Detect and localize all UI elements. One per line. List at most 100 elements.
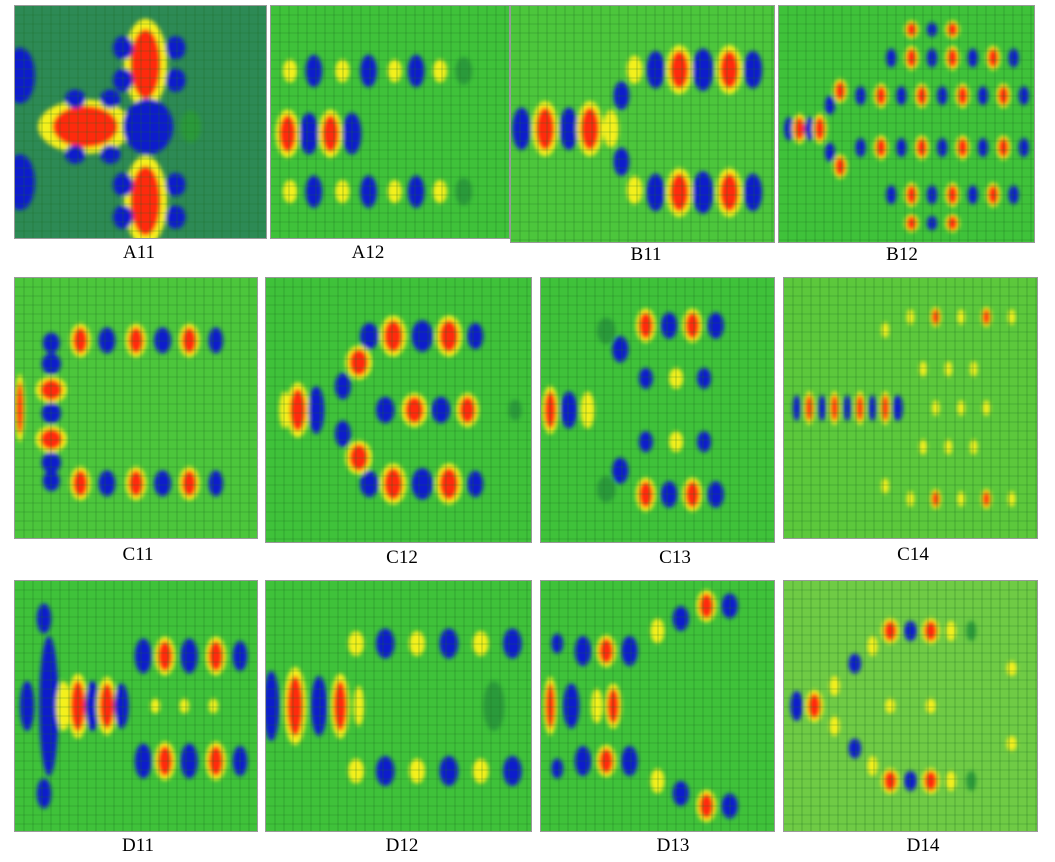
field-peak xyxy=(459,396,476,424)
field-trough xyxy=(612,336,629,363)
field-spot xyxy=(387,59,402,83)
panel-a12 xyxy=(270,5,510,239)
field-peak xyxy=(128,327,144,354)
field-spot xyxy=(944,439,953,455)
field-trough xyxy=(697,367,712,389)
field-trough xyxy=(98,327,116,354)
field-map xyxy=(266,581,531,831)
field-spot xyxy=(208,698,219,714)
field-trough xyxy=(574,636,592,666)
field-spot xyxy=(353,686,365,726)
field-peak xyxy=(130,166,161,236)
field-spot xyxy=(945,771,957,791)
field-peak xyxy=(875,138,887,158)
panel-label-c12: C12 xyxy=(386,547,418,568)
field-spot xyxy=(409,758,425,784)
field-spot xyxy=(179,698,190,714)
field-peak xyxy=(181,327,197,354)
field-peak xyxy=(670,173,689,212)
field-trough xyxy=(360,470,379,498)
field-spot xyxy=(650,618,665,644)
field-map xyxy=(15,278,257,538)
field-peak xyxy=(808,693,821,719)
field-trough xyxy=(818,395,826,421)
field-map xyxy=(15,581,257,831)
field-trough xyxy=(467,322,484,350)
field-spot xyxy=(881,322,889,338)
mesh-grid xyxy=(511,6,774,242)
field-spot xyxy=(885,698,896,714)
field-trough xyxy=(431,396,451,424)
field-spot xyxy=(919,361,927,377)
field-peak xyxy=(906,22,917,37)
field-spot xyxy=(969,439,978,455)
field-spot xyxy=(387,180,402,204)
mesh-grid xyxy=(779,6,1034,242)
field-spot xyxy=(1006,661,1017,676)
field-spot xyxy=(966,771,977,791)
field-trough xyxy=(896,86,907,106)
field-peak xyxy=(405,396,424,424)
field-spot xyxy=(881,478,889,494)
field-trough xyxy=(560,391,578,429)
panel-label-c14: C14 xyxy=(897,544,929,565)
mesh-grid xyxy=(266,581,531,831)
field-map xyxy=(541,278,774,542)
field-trough xyxy=(977,138,989,158)
field-map xyxy=(784,278,1037,538)
field-spot xyxy=(591,688,603,724)
field-trough xyxy=(613,81,630,110)
field-spot xyxy=(906,309,915,325)
field-trough xyxy=(792,395,801,421)
field-trough xyxy=(15,47,36,104)
field-spot xyxy=(919,439,927,455)
field-peak xyxy=(439,320,459,352)
panel-d14 xyxy=(783,580,1038,832)
field-map xyxy=(779,6,1034,242)
panel-c14 xyxy=(783,277,1038,539)
field-trough xyxy=(375,396,395,424)
field-spot xyxy=(455,57,473,85)
field-peak xyxy=(685,312,700,339)
mesh-grid xyxy=(541,278,774,542)
field-peak xyxy=(699,593,714,619)
mesh-grid xyxy=(15,581,257,831)
field-trough xyxy=(439,756,459,786)
panel-d12 xyxy=(265,580,532,832)
field-spot xyxy=(282,180,298,204)
field-map xyxy=(271,6,509,238)
field-trough xyxy=(790,691,803,721)
field-spot xyxy=(472,758,489,784)
field-trough xyxy=(503,756,522,786)
field-peak xyxy=(130,29,161,99)
field-spot xyxy=(580,391,595,429)
field-spot xyxy=(455,177,473,206)
field-map xyxy=(15,6,266,238)
field-trough xyxy=(904,771,917,791)
field-peak xyxy=(279,115,296,153)
field-spot xyxy=(867,636,878,656)
field-peak xyxy=(439,468,459,500)
field-trough xyxy=(977,86,989,106)
field-peak xyxy=(856,395,864,421)
field-trough xyxy=(638,367,653,389)
field-trough xyxy=(855,138,866,158)
field-trough xyxy=(743,173,763,212)
field-trough xyxy=(100,89,121,109)
field-trough xyxy=(612,457,629,484)
field-trough xyxy=(1018,86,1029,106)
field-peak xyxy=(322,115,339,153)
field-spot xyxy=(957,309,965,325)
field-peak xyxy=(881,395,889,421)
field-trough xyxy=(375,628,395,659)
field-peak xyxy=(830,395,839,421)
field-peak xyxy=(835,81,846,101)
field-peak xyxy=(947,48,958,68)
panel-label-a12: A12 xyxy=(351,242,385,263)
field-trough xyxy=(559,107,579,150)
field-trough xyxy=(98,470,116,497)
field-trough xyxy=(892,395,903,421)
panel-d11 xyxy=(14,580,258,832)
field-spot xyxy=(867,756,878,776)
field-peak xyxy=(40,379,63,401)
